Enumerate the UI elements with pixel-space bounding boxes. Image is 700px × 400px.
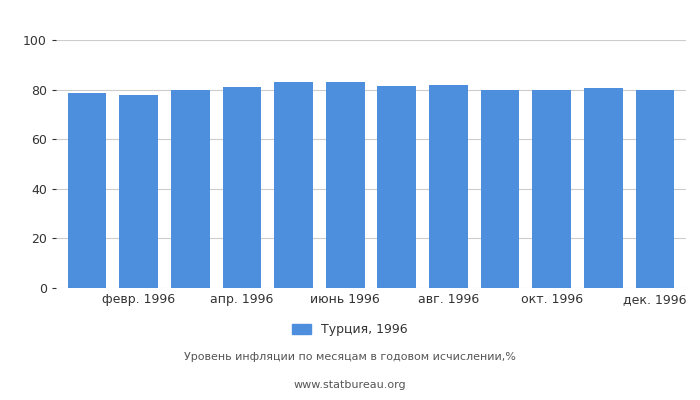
Bar: [584, 88, 623, 288]
Text: www.statbureau.org: www.statbureau.org: [294, 380, 406, 390]
Bar: [636, 90, 674, 288]
Bar: [429, 85, 468, 288]
Bar: [119, 94, 158, 288]
Bar: [481, 90, 519, 288]
Bar: [326, 82, 365, 288]
Bar: [274, 82, 313, 288]
Bar: [533, 90, 571, 288]
Bar: [377, 86, 416, 288]
Bar: [68, 93, 106, 288]
Bar: [223, 87, 261, 288]
Text: Уровень инфляции по месяцам в годовом исчислении,%: Уровень инфляции по месяцам в годовом ис…: [184, 352, 516, 362]
Bar: [171, 90, 209, 288]
Legend: Турция, 1996: Турция, 1996: [287, 318, 413, 341]
